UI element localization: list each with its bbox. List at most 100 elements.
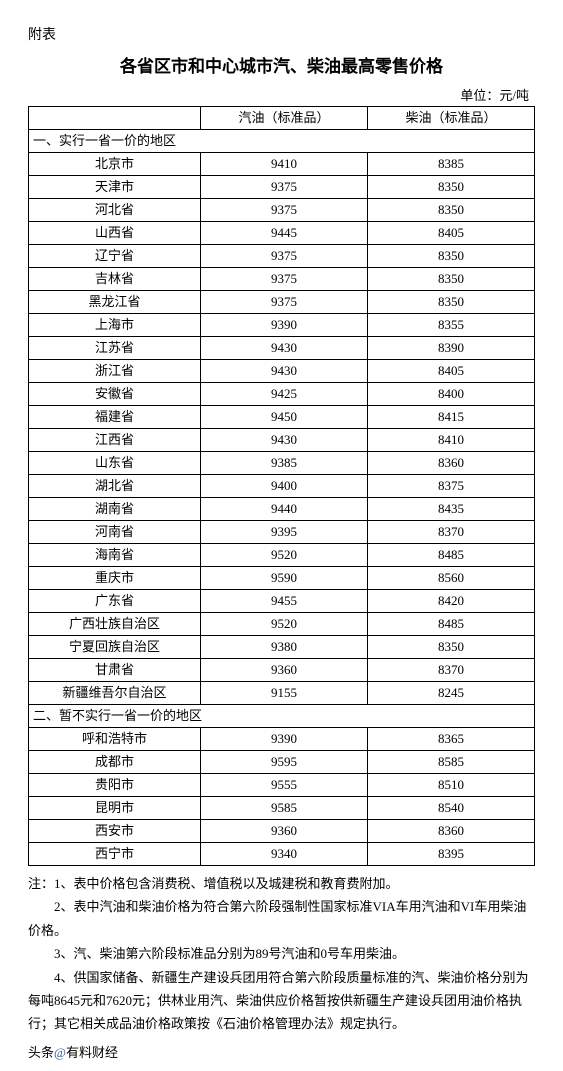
- diesel-cell: 8395: [368, 843, 535, 866]
- col-header-diesel: 柴油（标准品）: [368, 107, 535, 130]
- gas-cell: 9520: [201, 613, 368, 636]
- region-cell: 湖北省: [29, 475, 201, 498]
- diesel-cell: 8405: [368, 360, 535, 383]
- table-row: 上海市93908355: [29, 314, 535, 337]
- gas-cell: 9380: [201, 636, 368, 659]
- table-body: 一、实行一省一价的地区北京市94108385天津市93758350河北省9375…: [29, 130, 535, 866]
- table-row: 江苏省94308390: [29, 337, 535, 360]
- gas-cell: 9555: [201, 774, 368, 797]
- gas-cell: 9390: [201, 314, 368, 337]
- table-row: 河北省93758350: [29, 199, 535, 222]
- gas-cell: 9430: [201, 429, 368, 452]
- region-cell: 重庆市: [29, 567, 201, 590]
- region-cell: 宁夏回族自治区: [29, 636, 201, 659]
- diesel-cell: 8435: [368, 498, 535, 521]
- gas-cell: 9375: [201, 199, 368, 222]
- gas-cell: 9155: [201, 682, 368, 705]
- region-cell: 河南省: [29, 521, 201, 544]
- table-row: 黑龙江省93758350: [29, 291, 535, 314]
- region-cell: 湖南省: [29, 498, 201, 521]
- table-row: 安徽省94258400: [29, 383, 535, 406]
- gas-cell: 9360: [201, 659, 368, 682]
- table-row: 成都市95958585: [29, 751, 535, 774]
- diesel-cell: 8370: [368, 659, 535, 682]
- diesel-cell: 8385: [368, 153, 535, 176]
- table-row: 西安市93608360: [29, 820, 535, 843]
- diesel-cell: 8245: [368, 682, 535, 705]
- gas-cell: 9375: [201, 291, 368, 314]
- region-cell: 江苏省: [29, 337, 201, 360]
- table-row: 河南省93958370: [29, 521, 535, 544]
- diesel-cell: 8410: [368, 429, 535, 452]
- table-row: 广西壮族自治区95208485: [29, 613, 535, 636]
- region-cell: 黑龙江省: [29, 291, 201, 314]
- diesel-cell: 8350: [368, 268, 535, 291]
- region-cell: 吉林省: [29, 268, 201, 291]
- region-cell: 山西省: [29, 222, 201, 245]
- region-cell: 天津市: [29, 176, 201, 199]
- appendix-label: 附表: [28, 24, 535, 44]
- diesel-cell: 8365: [368, 728, 535, 751]
- region-cell: 昆明市: [29, 797, 201, 820]
- note-line: 2、表中汽油和柴油价格为符合第六阶段强制性国家标准VIA车用汽油和VI车用柴油价…: [28, 895, 535, 942]
- diesel-cell: 8560: [368, 567, 535, 590]
- notes-block: 注：1、表中价格包含消费税、增值税以及城建税和教育费附加。 2、表中汽油和柴油价…: [28, 872, 535, 1036]
- gas-cell: 9445: [201, 222, 368, 245]
- region-cell: 上海市: [29, 314, 201, 337]
- region-cell: 河北省: [29, 199, 201, 222]
- diesel-cell: 8350: [368, 636, 535, 659]
- at-icon: @: [54, 1045, 66, 1060]
- diesel-cell: 8400: [368, 383, 535, 406]
- region-cell: 广东省: [29, 590, 201, 613]
- gas-cell: 9430: [201, 337, 368, 360]
- col-header-region: [29, 107, 201, 130]
- diesel-cell: 8350: [368, 291, 535, 314]
- diesel-cell: 8390: [368, 337, 535, 360]
- diesel-cell: 8585: [368, 751, 535, 774]
- gas-cell: 9385: [201, 452, 368, 475]
- gas-cell: 9410: [201, 153, 368, 176]
- diesel-cell: 8350: [368, 245, 535, 268]
- diesel-cell: 8540: [368, 797, 535, 820]
- diesel-cell: 8370: [368, 521, 535, 544]
- gas-cell: 9595: [201, 751, 368, 774]
- region-cell: 福建省: [29, 406, 201, 429]
- region-cell: 安徽省: [29, 383, 201, 406]
- diesel-cell: 8485: [368, 544, 535, 567]
- gas-cell: 9395: [201, 521, 368, 544]
- gas-cell: 9430: [201, 360, 368, 383]
- diesel-cell: 8350: [368, 199, 535, 222]
- gas-cell: 9390: [201, 728, 368, 751]
- table-row: 辽宁省93758350: [29, 245, 535, 268]
- diesel-cell: 8420: [368, 590, 535, 613]
- gas-cell: 9375: [201, 268, 368, 291]
- table-row: 浙江省94308405: [29, 360, 535, 383]
- table-row: 吉林省93758350: [29, 268, 535, 291]
- table-row: 重庆市95908560: [29, 567, 535, 590]
- note-line: 注：1、表中价格包含消费税、增值税以及城建税和教育费附加。: [28, 872, 535, 895]
- table-row: 呼和浩特市93908365: [29, 728, 535, 751]
- table-row: 海南省95208485: [29, 544, 535, 567]
- page-title: 各省区市和中心城市汽、柴油最高零售价格: [28, 52, 535, 77]
- section-label: 一、实行一省一价的地区: [29, 130, 535, 153]
- table-row: 昆明市95858540: [29, 797, 535, 820]
- table-row: 湖北省94008375: [29, 475, 535, 498]
- region-cell: 新疆维吾尔自治区: [29, 682, 201, 705]
- table-row: 新疆维吾尔自治区91558245: [29, 682, 535, 705]
- diesel-cell: 8405: [368, 222, 535, 245]
- region-cell: 西安市: [29, 820, 201, 843]
- diesel-cell: 8355: [368, 314, 535, 337]
- table-row: 天津市93758350: [29, 176, 535, 199]
- diesel-cell: 8510: [368, 774, 535, 797]
- table-header-row: 汽油（标准品） 柴油（标准品）: [29, 107, 535, 130]
- diesel-cell: 8485: [368, 613, 535, 636]
- source-prefix: 头条: [28, 1045, 54, 1060]
- section-label: 二、暂不实行一省一价的地区: [29, 705, 535, 728]
- diesel-cell: 8415: [368, 406, 535, 429]
- price-table: 汽油（标准品） 柴油（标准品） 一、实行一省一价的地区北京市94108385天津…: [28, 106, 535, 866]
- gas-cell: 9375: [201, 245, 368, 268]
- table-row: 山东省93858360: [29, 452, 535, 475]
- gas-cell: 9455: [201, 590, 368, 613]
- table-row: 江西省94308410: [29, 429, 535, 452]
- note-line: 3、汽、柴油第六阶段标准品分别为89号汽油和0号车用柴油。: [28, 942, 535, 965]
